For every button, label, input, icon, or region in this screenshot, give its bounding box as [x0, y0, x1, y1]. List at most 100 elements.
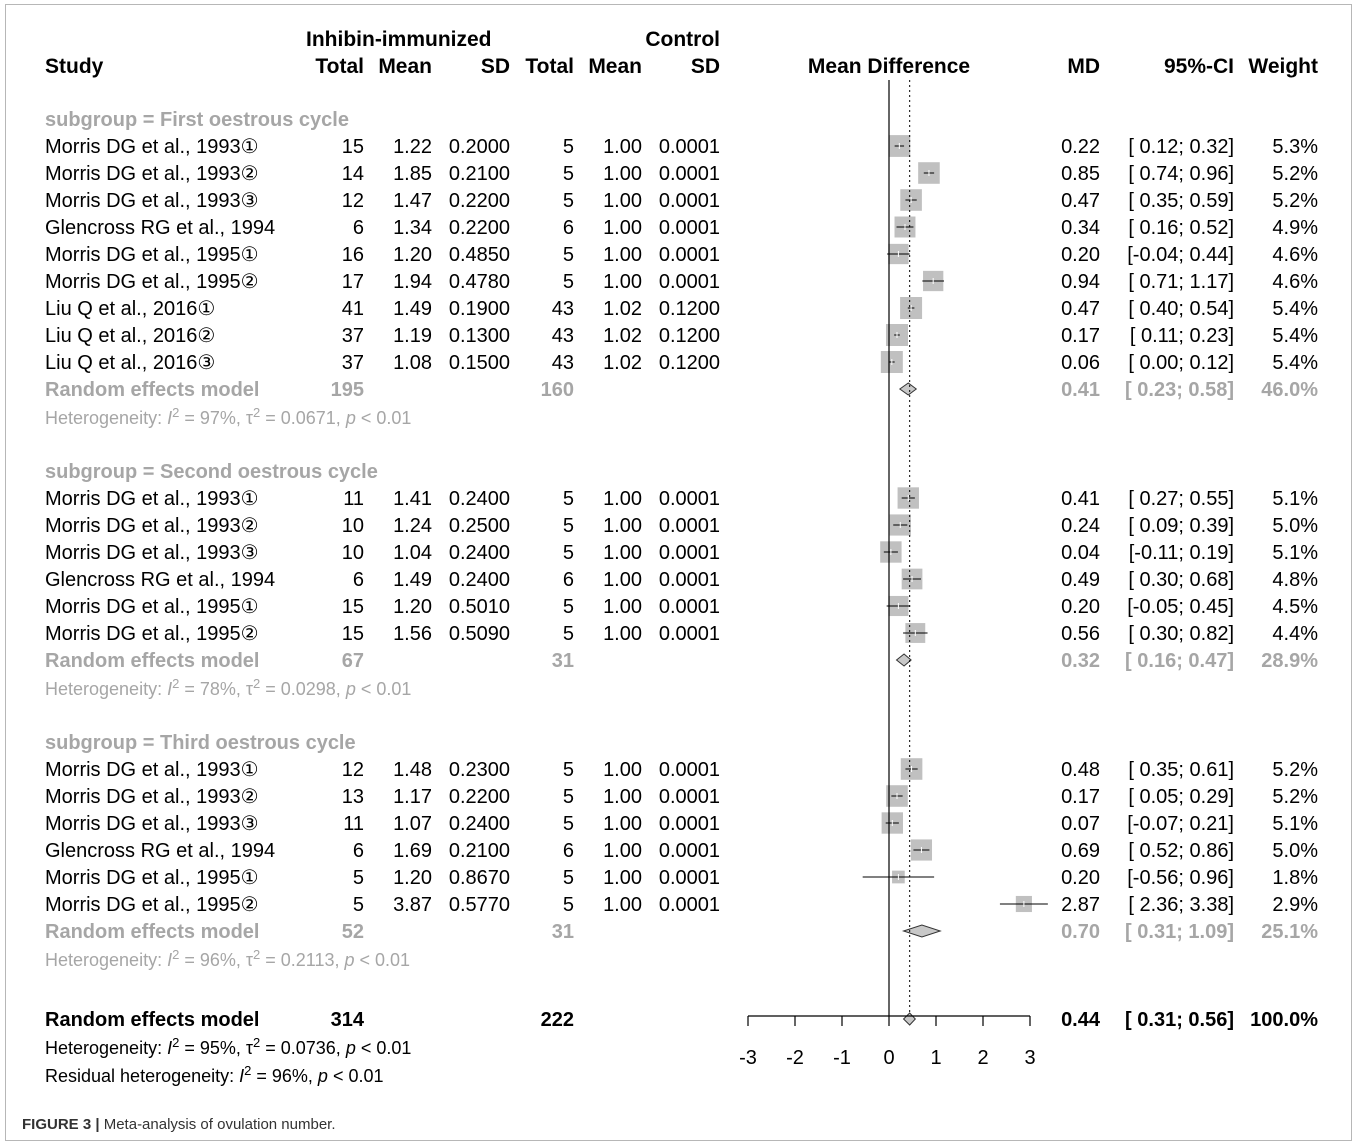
sd1-cell: 0.2200 [449, 217, 510, 239]
total2-cell: 5 [563, 623, 574, 645]
study-name: Morris DG et al., 1993① [45, 136, 259, 158]
total1-cell: 11 [343, 813, 364, 835]
sd2-cell: 0.1200 [659, 298, 720, 320]
model-label: Random effects model [45, 379, 259, 401]
mean1-cell: 1.47 [393, 190, 432, 212]
md-cell: 0.22 [1061, 136, 1100, 158]
study-name: Morris DG et al., 1993③ [45, 813, 259, 835]
weight-header: Weight [1248, 55, 1318, 78]
mean2-cell: 1.00 [603, 759, 642, 781]
md-header: MD [1067, 55, 1100, 78]
sd2-cell: 0.0001 [659, 867, 720, 889]
header-row: Inhibin-immunized Control Study Total Me… [45, 28, 1318, 78]
weight-cell: 1.8% [1272, 867, 1318, 889]
ci-cell: [ 0.74; 0.96] [1128, 163, 1234, 185]
md-cell: 0.47 [1061, 190, 1100, 212]
weight-cell: 5.4% [1272, 352, 1318, 374]
sd1-cell: 0.2100 [449, 163, 510, 185]
sd1-cell: 0.2400 [449, 488, 510, 510]
subgroup-label: subgroup = Second oestrous cycle [45, 461, 378, 483]
total2-cell: 5 [563, 813, 574, 835]
total1-cell: 5 [353, 867, 364, 889]
md-cell: 0.17 [1061, 325, 1100, 347]
total1-cell: 41 [342, 298, 364, 320]
tick-label: 0 [883, 1047, 894, 1069]
model-ci: [ 0.23; 0.58] [1125, 379, 1234, 401]
total1-cell: 17 [342, 271, 364, 293]
mean2-cell: 1.00 [603, 515, 642, 537]
mean2-cell: 1.00 [603, 217, 642, 239]
weight-cell: 4.8% [1272, 569, 1318, 591]
study-header: Study [45, 55, 104, 78]
mean1-header: Mean [378, 55, 432, 78]
study-name: Morris DG et al., 1995① [45, 244, 259, 266]
sd2-cell: 0.0001 [659, 596, 720, 618]
mean1-cell: 1.85 [393, 163, 432, 185]
md-cell: 0.34 [1061, 217, 1100, 239]
sd1-cell: 0.2300 [449, 759, 510, 781]
weight-cell: 5.0% [1272, 840, 1318, 862]
ci-cell: [ 0.00; 0.12] [1128, 352, 1234, 374]
weight-cell: 4.6% [1272, 244, 1318, 266]
overall-label: Random effects model [45, 1009, 259, 1031]
sd1-header: SD [481, 55, 510, 78]
weight-cell: 5.4% [1272, 325, 1318, 347]
ci-cell: [-0.05; 0.45] [1127, 596, 1234, 618]
ci-cell: [-0.56; 0.96] [1127, 867, 1234, 889]
sd2-cell: 0.0001 [659, 840, 720, 862]
study-name: Morris DG et al., 1995① [45, 596, 259, 618]
weight-cell: 4.4% [1272, 623, 1318, 645]
sd1-cell: 0.5770 [449, 894, 510, 916]
ci-cell: [ 0.71; 1.17] [1128, 271, 1234, 293]
x-axis: -3 -2 -1 0 1 2 3 [739, 80, 1036, 1069]
mean1-cell: 1.41 [393, 488, 432, 510]
group1-header: Inhibin-immunized [306, 28, 491, 51]
total2-cell: 5 [563, 894, 574, 916]
sd1-cell: 0.2000 [449, 136, 510, 158]
total1-cell: 6 [353, 569, 364, 591]
sd1-cell: 0.2400 [449, 542, 510, 564]
mean2-cell: 1.02 [603, 325, 642, 347]
sd2-cell: 0.0001 [659, 623, 720, 645]
ci-cell: [ 2.36; 3.38] [1128, 894, 1234, 916]
study-name: Morris DG et al., 1993① [45, 488, 259, 510]
total1-cell: 6 [353, 217, 364, 239]
total1-cell: 15 [342, 623, 364, 645]
mean1-cell: 1.04 [393, 542, 432, 564]
sd2-cell: 0.1200 [659, 352, 720, 374]
sd1-cell: 0.4850 [449, 244, 510, 266]
sd1-cell: 0.2100 [449, 840, 510, 862]
md-cell: 0.24 [1061, 515, 1100, 537]
total2-cell: 43 [552, 298, 574, 320]
mean1-cell: 1.48 [393, 759, 432, 781]
mean1-cell: 1.20 [393, 867, 432, 889]
mean2-cell: 1.00 [603, 867, 642, 889]
md-cell: 0.48 [1061, 759, 1100, 781]
mean1-cell: 1.19 [393, 325, 432, 347]
study-name: Morris DG et al., 1993② [45, 163, 259, 185]
table-rows: subgroup = First oestrous cycle Morris DG… [45, 109, 1318, 1086]
weight-cell: 5.1% [1272, 813, 1318, 835]
model-total1: 67 [342, 650, 364, 672]
tick-label: 3 [1024, 1047, 1035, 1069]
sd2-header: SD [691, 55, 720, 78]
total2-cell: 5 [563, 244, 574, 266]
total1-cell: 16 [342, 244, 364, 266]
ci-cell: [ 0.12; 0.32] [1128, 136, 1234, 158]
sd2-cell: 0.0001 [659, 217, 720, 239]
md-cell: 0.07 [1061, 813, 1100, 835]
overall-ci: [ 0.31; 0.56] [1125, 1009, 1234, 1031]
total1-cell: 37 [342, 352, 364, 374]
md-cell: 0.94 [1061, 271, 1100, 293]
heterogeneity-text: Heterogeneity: I2 = 96%, τ2 = 0.2113, p … [45, 947, 410, 971]
model-total2: 160 [541, 379, 574, 401]
ci-cell: [ 0.30; 0.82] [1128, 623, 1234, 645]
total1-cell: 10 [342, 515, 364, 537]
caption-label: FIGURE 3 | [22, 1116, 100, 1133]
total2-cell: 43 [552, 325, 574, 347]
study-name: Glencross RG et al., 1994 [45, 569, 275, 591]
sd2-cell: 0.0001 [659, 786, 720, 808]
model-total2: 31 [552, 921, 574, 943]
total1-cell: 10 [342, 542, 364, 564]
model-label: Random effects model [45, 650, 259, 672]
